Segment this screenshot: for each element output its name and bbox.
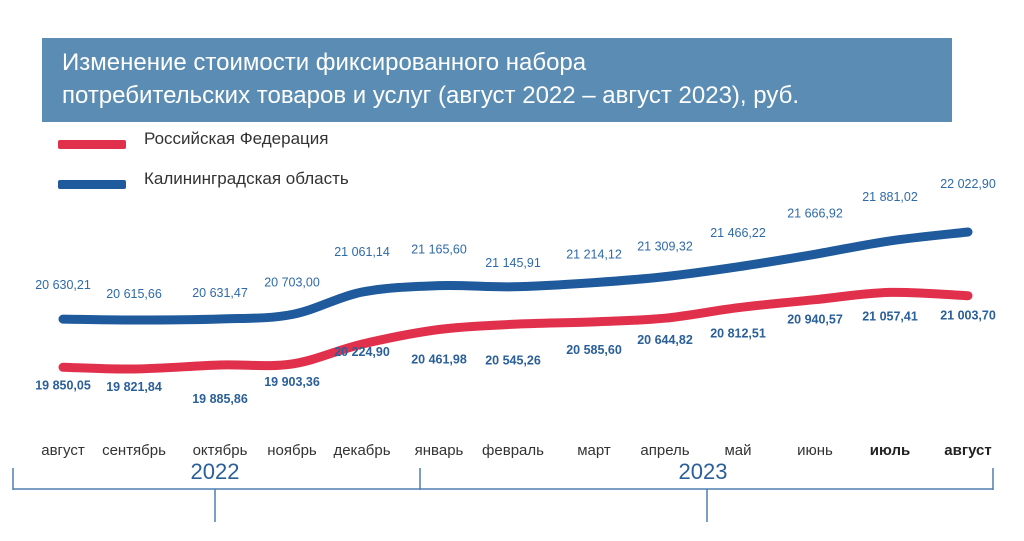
x-tick-label-8: апрель	[640, 442, 689, 459]
series-line-kaliningrad	[58, 227, 973, 325]
data-label-russia-3: 19 903,36	[264, 375, 320, 389]
data-label-kaliningrad-7: 21 214,12	[566, 248, 622, 262]
data-label-russia-9: 20 812,51	[710, 327, 766, 341]
legend-swatch-kaliningrad	[58, 180, 126, 189]
legend-label-russia: Российская Федерация	[144, 129, 329, 148]
x-tick-label-10: июнь	[797, 442, 833, 459]
x-tick-label-9: май	[724, 442, 751, 459]
data-label-kaliningrad-2: 20 631,47	[192, 286, 248, 300]
data-label-kaliningrad-11: 21 881,02	[862, 190, 918, 204]
data-label-kaliningrad-1: 20 615,66	[106, 287, 162, 301]
data-label-russia-12: 21 003,70	[940, 309, 996, 323]
chart-title-line-2: потребительских товаров и услуг (август …	[62, 82, 800, 109]
year-label-2022: 2022	[191, 459, 240, 484]
data-label-kaliningrad-6: 21 145,91	[485, 256, 541, 270]
data-label-kaliningrad-9: 21 466,22	[710, 226, 766, 240]
data-label-russia-1: 19 821,84	[106, 380, 162, 394]
year-label-2023: 2023	[679, 459, 728, 484]
x-tick-label-11: июль	[870, 442, 910, 459]
legend-label-kaliningrad: Калининградская область	[144, 169, 349, 188]
data-label-russia-8: 20 644,82	[637, 333, 693, 347]
chart-title-banner: Изменение стоимости фиксированного набор…	[42, 38, 952, 122]
x-tick-label-4: декабрь	[333, 442, 390, 459]
x-tick-label-12: август	[944, 442, 991, 459]
data-label-russia-0: 19 850,05	[35, 378, 91, 392]
x-tick-label-2: октябрь	[193, 442, 248, 459]
data-label-kaliningrad-10: 21 666,92	[787, 206, 843, 220]
data-label-kaliningrad-0: 20 630,21	[35, 278, 91, 292]
data-label-russia-6: 20 545,26	[485, 353, 541, 367]
data-label-kaliningrad-8: 21 309,32	[637, 240, 693, 254]
x-tick-label-3: ноябрь	[267, 442, 317, 459]
legend-swatch-russia	[58, 140, 126, 149]
x-tick-label-1: сентябрь	[102, 442, 166, 459]
x-tick-label-0: август	[41, 442, 85, 459]
data-label-russia-2: 19 885,86	[192, 392, 248, 406]
data-label-russia-5: 20 461,98	[411, 353, 467, 367]
data-label-russia-4: 20 224,90	[334, 345, 390, 359]
data-label-kaliningrad-3: 20 703,00	[264, 276, 320, 290]
chart-title-line-1: Изменение стоимости фиксированного набор…	[62, 49, 587, 76]
x-tick-label-5: январь	[415, 442, 464, 459]
data-label-russia-11: 21 057,41	[862, 309, 918, 323]
x-tick-label-7: март	[577, 442, 611, 459]
data-label-russia-10: 20 940,57	[787, 313, 843, 327]
series-line-russia	[58, 287, 973, 374]
x-tick-label-6: февраль	[482, 442, 544, 459]
data-label-kaliningrad-5: 21 165,60	[411, 243, 467, 257]
data-label-kaliningrad-12: 22 022,90	[940, 177, 996, 191]
data-label-russia-7: 20 585,60	[566, 343, 622, 357]
data-label-kaliningrad-4: 21 061,14	[334, 245, 390, 259]
